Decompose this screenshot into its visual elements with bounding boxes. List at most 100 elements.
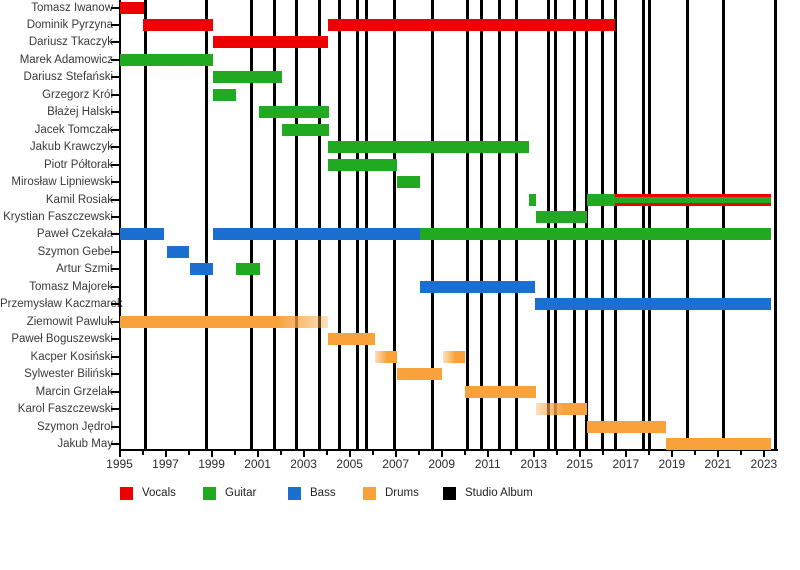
timeline-bar-guitar [212,71,282,84]
timeline-bar-drums [536,403,587,416]
plot-right-border [774,0,777,450]
studio-album-line [393,0,397,450]
x-axis-major-tick [670,451,673,457]
studio-album-line [144,0,148,450]
timeline-bar-guitar [212,88,236,101]
x-axis-tick-label: 1999 [198,457,225,471]
y-axis-tick [111,216,119,219]
x-axis-major-tick [348,451,351,457]
studio-album-line [205,0,209,450]
studio-album-line [572,0,576,450]
timeline-bar-bass [189,263,213,276]
y-axis-tick [111,198,119,201]
studio-album-line [648,0,652,450]
studio-album-line [356,0,360,450]
member-label: Karol Faszczewski [17,403,113,416]
timeline-bar-guitar [281,123,329,136]
timeline-bar-vocals [119,1,144,14]
legend-label: Bass [310,487,336,499]
timeline-bar-drums [666,438,771,450]
x-axis-tick-label: 2015 [566,457,594,471]
y-axis-tick [111,233,119,236]
x-axis-tick-label: 2005 [336,457,363,471]
member-label: Marcin Grzelak [35,385,113,398]
timeline-bar-guitar [327,141,530,154]
x-axis-tick-label: 2023 [750,457,778,471]
x-axis-minor-tick [187,451,190,455]
studio-album-line [480,0,484,450]
studio-album-line [318,0,322,450]
studio-album-line [337,0,341,450]
legend-label: Studio Album [465,487,533,499]
x-axis-tick-label: 2011 [474,457,501,471]
legend-label: Guitar [225,487,257,499]
x-axis-major-tick [394,451,397,457]
y-axis-tick [111,128,119,131]
legend-swatch-bass [288,487,301,500]
member-label: Tomasz Majorek [29,280,113,293]
y-axis-tick [111,93,119,96]
x-axis-major-tick [118,451,121,457]
x-axis-tick-label: 1995 [106,457,133,471]
member-label: Dariusz Tkaczyk [28,36,113,49]
x-axis-major-tick [716,451,719,457]
timeline-bar-guitar [327,158,397,171]
legend-swatch-vocals [120,487,133,500]
studio-album-line [514,0,518,450]
y-axis-tick [111,285,119,288]
y-axis-tick [111,181,119,184]
timeline-bar-bass [212,228,420,241]
studio-album-line [547,0,551,450]
x-axis-tick-label: 2009 [428,457,456,471]
timeline-bar-guitar [235,263,260,276]
x-axis-major-tick [302,451,305,457]
member-label: Błażej Halski [47,106,113,119]
y-axis-tick [111,111,119,114]
timeline-bar-drums [119,315,328,328]
timeline-bar-drums [586,420,667,433]
studio-album-line [686,0,690,450]
timeline-bar-drums [442,350,465,363]
x-axis-major-tick [210,451,213,457]
y-axis-tick [111,408,119,411]
studio-album-line [641,0,645,450]
x-axis-major-tick [624,451,627,457]
x-axis-minor-tick [233,451,236,455]
x-axis-minor-tick [325,451,328,455]
timeline-bar-vocals [327,18,616,31]
legend-swatch-guitar [203,487,216,500]
y-axis-tick [111,338,119,341]
y-axis-tick [111,41,119,44]
member-label: Paweł Boguszewski [11,333,113,346]
y-axis-tick [111,163,119,166]
member-label: Jakub Krawczyk [29,141,113,154]
studio-album-line [722,0,726,450]
member-label: Dominik Pyrzyna [26,18,113,31]
timeline-bar-drums [464,385,537,398]
x-axis-minor-tick [693,451,696,455]
member-label: Piotr Półtorak [43,158,113,171]
member-label: Krystian Faszczewski [3,211,113,224]
timeline-bar-guitar [615,196,771,203]
member-label: Jakub May [57,438,113,450]
legend-swatch-drums [363,487,376,500]
x-axis-minor-tick [141,451,144,455]
member-label: Kacper Kosiński [30,350,113,363]
x-axis-tick-label: 2017 [612,457,640,471]
x-axis-minor-tick [371,451,374,455]
timeline-bar-guitar [529,193,537,206]
y-axis-tick [111,320,119,323]
timeline-bar-bass [534,298,771,311]
y-axis-tick [111,76,119,79]
timeline-bar-drums [396,368,442,381]
member-label: Sylwester Biliński [24,368,113,381]
studio-album-line [430,0,434,450]
timeline-bar-guitar [586,193,616,206]
studio-album-line [273,0,277,450]
x-axis-major-tick [578,451,581,457]
studio-album-line [365,0,369,450]
y-axis-tick [111,355,119,358]
x-axis-major-tick [440,451,443,457]
member-label: Paweł Czekała [36,228,113,241]
timeline-bar-vocals [212,36,328,49]
